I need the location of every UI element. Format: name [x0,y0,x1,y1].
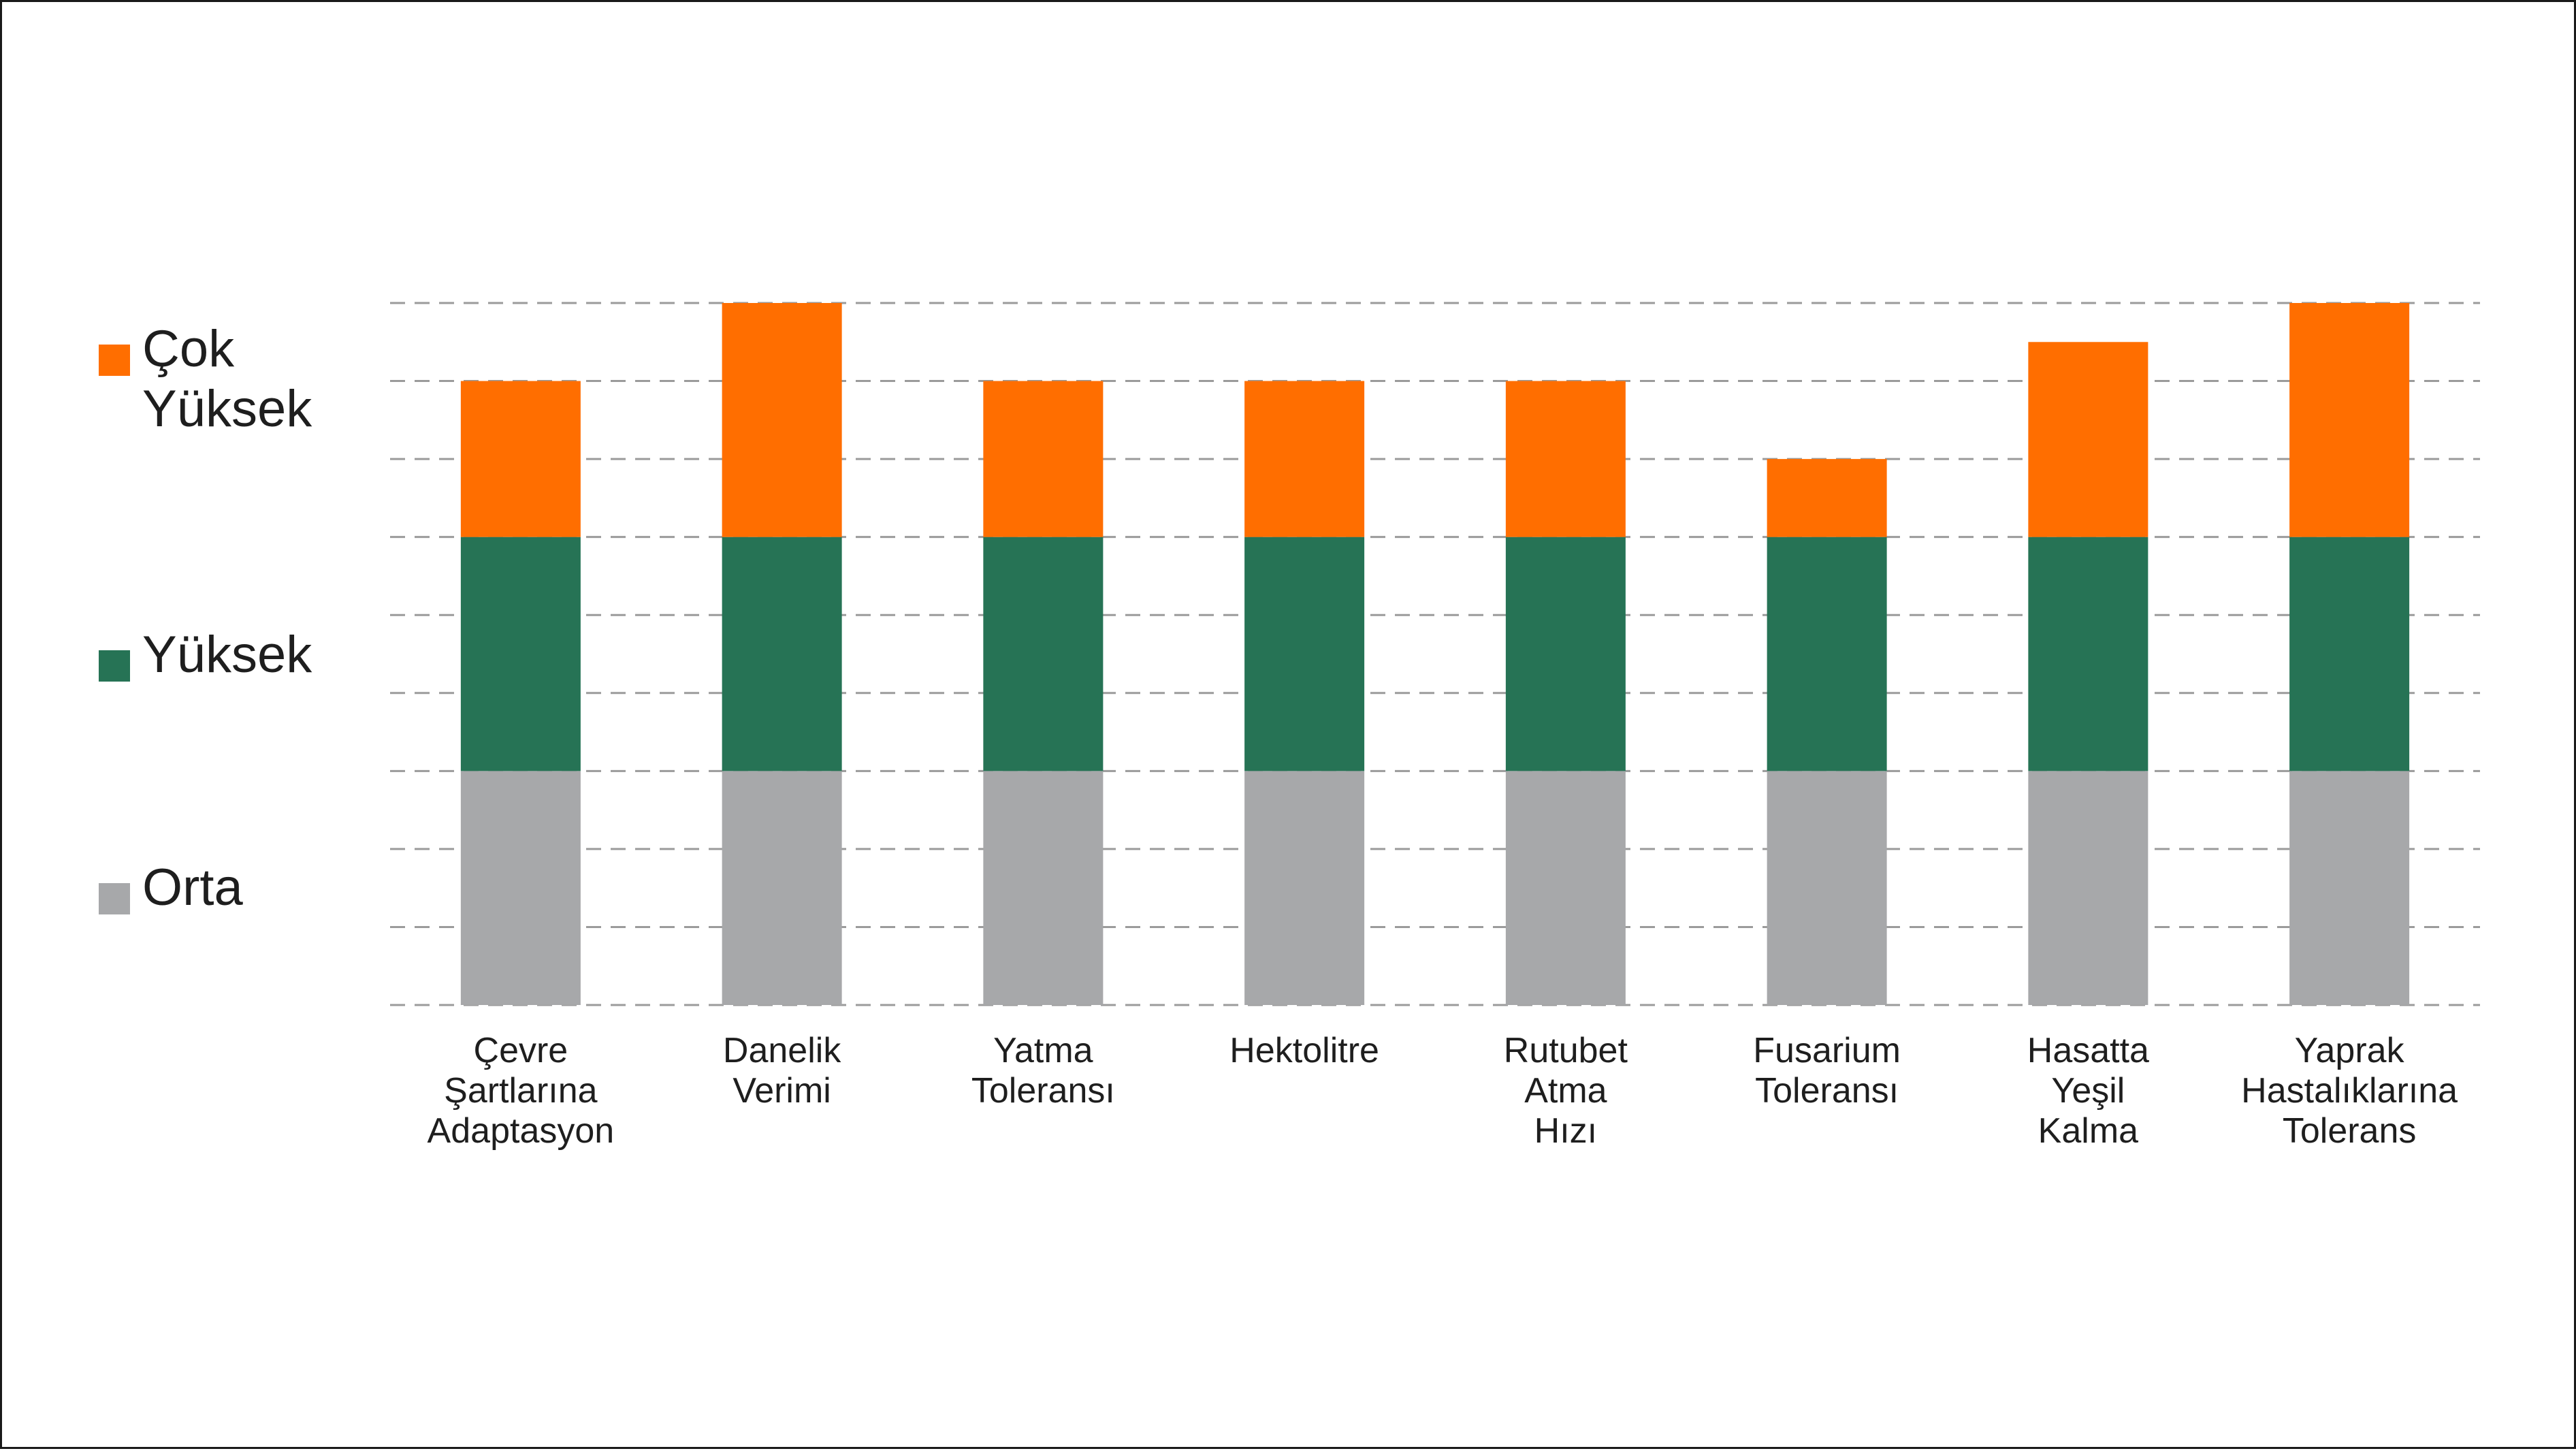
bar-3-series-1 [983,771,1104,1005]
x-label-8-line-3: Tolerans [2283,1111,2417,1151]
x-label-5-line-1: Rutubet [1504,1031,1628,1070]
x-label-1-line-1: Çevre [474,1031,568,1070]
bar-2-series-2 [722,537,842,771]
bar-3-series-2 [983,537,1104,771]
bar-4-series-2 [1244,537,1365,771]
bar-6-series-1 [1767,771,1887,1005]
legend-item-orta: Orta [99,858,367,918]
x-label-4: Hektolitre [1229,1031,1379,1070]
bar-1-series-3 [460,381,581,537]
x-label-6-line-1: Fusarium [1753,1031,1901,1070]
legend-label-yuksek: Yüksek [142,626,312,684]
x-label-2: Danelik Verimi [723,1031,841,1111]
x-label-7: Hasatta Yeşil Kalma [2027,1031,2149,1151]
x-label-3-line-2: Toleransı [971,1071,1115,1111]
bar-2-series-1 [722,771,842,1005]
bar-8-series-1 [2289,771,2410,1005]
x-label-8-line-1: Yaprak [2295,1031,2405,1070]
legend-swatch-orta [99,883,130,914]
x-label-1: Çevre Şartlarına Adaptasyon [428,1031,615,1151]
bar-8-series-2 [2289,537,2410,771]
legend-swatch-yuksek [99,650,130,682]
bar-8-series-3 [2289,303,2410,537]
x-label-2-line-2: Verimi [732,1071,831,1111]
x-axis-labels: Çevre Şartlarına Adaptasyon Danelik Verimi Ya… [428,1031,2458,1151]
x-label-8: Yaprak Hastalıklarına Tolerans [2241,1031,2458,1151]
x-label-7-line-2: Yeşil [2051,1071,2125,1111]
x-label-8-line-2: Hastalıklarına [2241,1071,2458,1111]
x-label-3-line-1: Yatma [993,1031,1093,1070]
x-label-5: Rutubet Atma Hızı [1504,1031,1628,1151]
x-label-1-line-2: Şartlarına [444,1071,598,1111]
legend-item-yuksek: Yüksek [99,625,367,685]
bar-2-series-3 [722,303,842,537]
x-label-5-line-2: Atma [1524,1071,1607,1111]
bar-6-series-3 [1767,459,1887,537]
bar-5-series-2 [1505,537,1626,771]
bar-7-series-2 [2028,537,2148,771]
x-label-2-line-1: Danelik [723,1031,841,1070]
gridlines [390,302,2480,1006]
x-label-1-line-3: Adaptasyon [428,1111,615,1151]
x-label-7-line-3: Kalma [2038,1111,2138,1151]
bar-5-series-3 [1505,381,1626,537]
x-label-7-line-1: Hasatta [2027,1031,2149,1070]
bar-6-series-2 [1767,537,1887,771]
bars [460,303,2410,1005]
x-label-5-line-3: Hızı [1534,1111,1597,1151]
x-label-3: Yatma Toleransı [971,1031,1115,1111]
bar-4-series-3 [1244,381,1365,537]
bar-5-series-1 [1505,771,1626,1005]
bar-4-series-1 [1244,771,1365,1005]
bar-1-series-1 [460,771,581,1005]
legend-swatch-cok-yuksek [99,345,130,376]
legend-label-cok-yuksek: Çok Yüksek [142,320,312,438]
x-label-6: Fusarium Toleransı [1753,1031,1901,1111]
legend-label-orta: Orta [142,859,243,916]
x-label-6-line-2: Toleransı [1755,1071,1899,1111]
bar-3-series-3 [983,381,1104,537]
bar-7-series-1 [2028,771,2148,1005]
bar-7-series-3 [2028,342,2148,537]
legend-item-cok-yuksek: Çok Yüksek [99,319,367,439]
bar-1-series-2 [460,537,581,771]
x-label-4-line-1: Hektolitre [1229,1031,1379,1070]
